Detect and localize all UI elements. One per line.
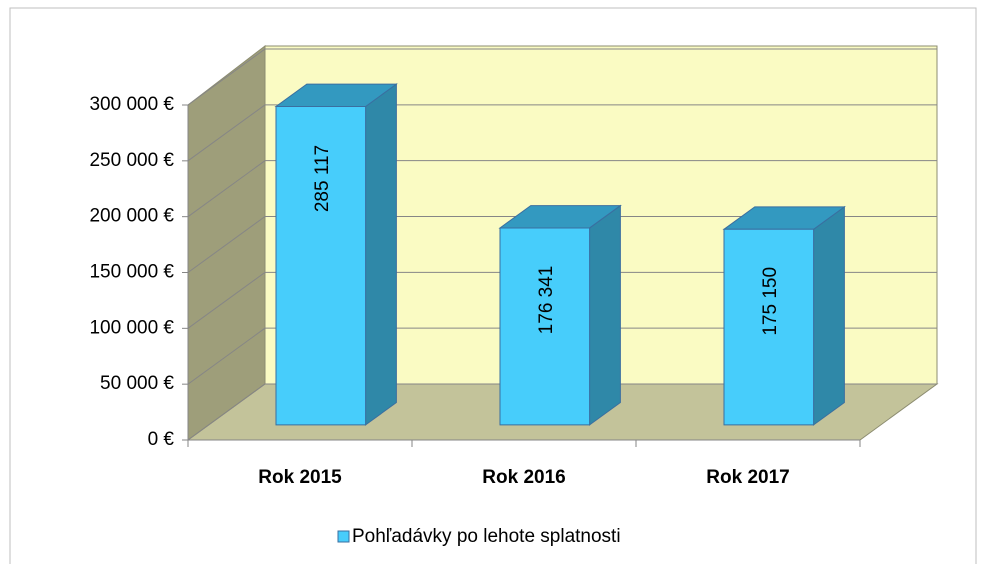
y-tick-label: 250 000 € [89, 150, 174, 171]
x-tick-label: Rok 2016 [482, 467, 565, 488]
x-tick-label: Rok 2015 [258, 467, 342, 488]
bar [722, 205, 846, 426]
value-label: 176 341 [536, 266, 557, 335]
grid-line [187, 383, 937, 441]
bar [498, 204, 622, 426]
y-tick-label: 100 000 € [89, 317, 174, 338]
legend-label: Pohľadávky po lehote splatnosti [352, 526, 621, 547]
y-tick-label: 0 € [148, 429, 175, 450]
grid-line [187, 160, 937, 218]
grid-line [187, 48, 937, 106]
side-wall [187, 44, 266, 441]
bar-side [813, 205, 845, 426]
bar-front [723, 228, 815, 426]
legend-swatch [337, 530, 350, 543]
grid-line [187, 327, 937, 385]
y-tick-label: 300 000 € [89, 94, 174, 115]
bar-side [589, 204, 621, 426]
bar [274, 83, 398, 426]
y-tick-label: 50 000 € [100, 373, 174, 394]
y-tick-label: 200 000 € [89, 206, 174, 227]
value-label: 285 117 [312, 145, 333, 212]
grid-line [187, 104, 937, 162]
bar-front [275, 105, 367, 426]
bar-front [499, 227, 591, 426]
value-label: 175 150 [760, 267, 781, 336]
bar-side [365, 83, 397, 426]
x-tick-label: Rok 2017 [706, 467, 789, 488]
grid-line [187, 271, 937, 329]
y-tick-label: 150 000 € [89, 262, 174, 283]
grid-line [187, 216, 937, 273]
